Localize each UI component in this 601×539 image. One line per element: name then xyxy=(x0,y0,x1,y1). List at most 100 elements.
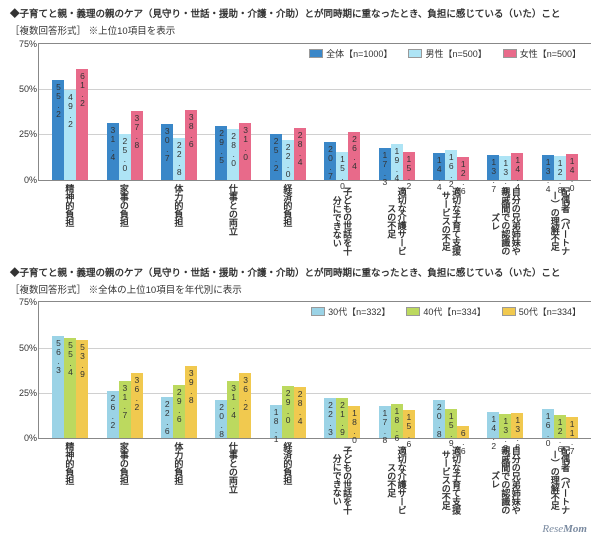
bar-value-label: 26.2 xyxy=(108,393,117,429)
bar: 12.6 xyxy=(554,415,566,438)
bar: 22.8 xyxy=(173,138,185,179)
bar-value-label: 31.4 xyxy=(108,125,117,161)
legend-label: 女性【n=500】 xyxy=(520,47,581,60)
bar: 30.7 xyxy=(161,124,173,180)
bar-value-label: 38.6 xyxy=(187,112,196,148)
legend-swatch xyxy=(502,307,516,316)
bar: 15.2 xyxy=(403,152,415,180)
bar-value-label: 36.2 xyxy=(132,375,141,411)
bar: 26.4 xyxy=(348,132,360,180)
bar: 29.0 xyxy=(282,386,294,439)
category-label: 適切な子育て支援サービスの不足 xyxy=(424,181,479,259)
bar-value-label: 26.4 xyxy=(350,134,359,170)
bar: 15.6 xyxy=(403,410,415,438)
legend-item: 30代【n=332】 xyxy=(311,305,390,318)
legend-label: 40代【n=334】 xyxy=(423,305,485,318)
category-label: 適切な介護サービスの不足 xyxy=(369,181,424,259)
bar-value-label: 18.1 xyxy=(272,407,281,443)
bar: 14.4 xyxy=(433,153,445,179)
bar: 28.0 xyxy=(227,129,239,180)
legend-label: 30代【n=332】 xyxy=(328,305,390,318)
bar: 39.8 xyxy=(185,366,197,438)
bar-value-label: 16.0 xyxy=(544,411,553,447)
legend-label: 男性【n=500】 xyxy=(425,47,486,60)
y-tick-label: 25% xyxy=(13,129,37,139)
bar-value-label: 29.5 xyxy=(217,128,226,164)
bar-value-label: 12.6 xyxy=(459,159,468,195)
bar-value-label: 13.7 xyxy=(489,157,498,193)
bar-value-label: 15.0 xyxy=(338,154,347,190)
legend-label: 全体【n=1000】 xyxy=(326,47,392,60)
bar: 29.6 xyxy=(173,385,185,439)
bar-value-label: 56.3 xyxy=(54,338,63,374)
y-tick-label: 75% xyxy=(13,39,37,49)
bar-value-label: 22.6 xyxy=(163,399,172,435)
bar: 6.6 xyxy=(457,426,469,438)
category-group: 16.012.611.7 xyxy=(533,302,587,438)
bar-value-label: 13.2 xyxy=(501,416,510,452)
bar-value-label: 49.2 xyxy=(66,92,75,128)
bar: 17.3 xyxy=(379,148,391,179)
bar-value-label: 15.2 xyxy=(404,154,413,190)
bar-value-label: 16.2 xyxy=(447,152,456,188)
bar-value-label: 22.0 xyxy=(284,142,293,178)
category-label: 家事の負担 xyxy=(97,181,152,259)
plot-area: 0%25%50%75%全体【n=1000】男性【n=500】女性【n=500】5… xyxy=(38,43,591,181)
bar: 12.6 xyxy=(457,157,469,180)
bar-value-label: 20.7 xyxy=(326,144,335,180)
bar-value-label: 28.4 xyxy=(296,130,305,166)
bar-value-label: 31.7 xyxy=(120,383,129,419)
bar: 13.0 xyxy=(499,156,511,180)
category-group: 22.629.639.8 xyxy=(152,302,206,438)
bar-value-label: 21.9 xyxy=(338,400,347,436)
bar: 28.4 xyxy=(294,387,306,438)
bar: 20.8 xyxy=(433,400,445,438)
bar-value-label: 14.4 xyxy=(513,155,522,191)
bar-value-label: 31.0 xyxy=(241,125,250,161)
bar-value-label: 17.8 xyxy=(380,408,389,444)
bar-value-label: 13.4 xyxy=(544,157,553,193)
bar-value-label: 25.2 xyxy=(272,136,281,172)
category-group: 26.231.736.2 xyxy=(97,302,151,438)
category-label: 仕事との両立 xyxy=(206,439,261,517)
bar-value-label: 13.0 xyxy=(501,158,510,194)
category-group: 17.818.615.6 xyxy=(369,302,423,438)
bar-value-label: 17.3 xyxy=(380,150,389,186)
y-tick-label: 75% xyxy=(13,297,37,307)
category-group: 18.129.028.4 xyxy=(261,302,315,438)
bar-value-label: 19.4 xyxy=(392,146,401,182)
legend-swatch xyxy=(311,307,325,316)
bar: 22.6 xyxy=(161,397,173,438)
bar: 14.4 xyxy=(511,153,523,179)
bar: 28.4 xyxy=(294,128,306,179)
bar-value-label: 12.6 xyxy=(556,417,565,453)
y-tick-label: 25% xyxy=(13,388,37,398)
bar-value-label: 15.6 xyxy=(404,412,413,448)
bar-value-label: 25.0 xyxy=(120,136,129,172)
bar-value-label: 53.9 xyxy=(78,342,87,378)
chart-block: ◆子育てと親・義理の親のケア（見守り・世話・援助・介護・介助）とが同時期に重なっ… xyxy=(10,8,591,259)
bar: 12.8 xyxy=(554,156,566,179)
bar: 29.5 xyxy=(215,126,227,179)
bar: 18.0 xyxy=(348,406,360,439)
bar: 13.8 xyxy=(511,413,523,438)
bar: 11.7 xyxy=(566,417,578,438)
category-label: 精神的負担 xyxy=(42,439,97,517)
category-group: 17.319.415.2 xyxy=(369,44,423,180)
bar: 22.3 xyxy=(324,398,336,438)
bar-value-label: 18.0 xyxy=(350,408,359,444)
bar-value-label: 30.7 xyxy=(163,126,172,162)
legend: 全体【n=1000】 男性【n=500】 女性【n=500】 xyxy=(309,47,581,60)
category-label: 適切な子育て支援サービスの不足 xyxy=(424,439,479,517)
bar-value-label: 55.4 xyxy=(66,340,75,376)
chart-subtitle: ［複数回答形式］ ※上位10項目を表示 xyxy=(10,25,591,38)
chart-subtitle: ［複数回答形式］ ※全体の上位10項目を年代別に表示 xyxy=(10,284,591,297)
bar: 31.7 xyxy=(119,381,131,438)
category-label: 精神的負担 xyxy=(42,181,97,259)
legend-item: 女性【n=500】 xyxy=(503,47,581,60)
bar: 37.8 xyxy=(131,111,143,180)
bar-value-label: 12.8 xyxy=(556,158,565,194)
legend-swatch xyxy=(309,49,323,58)
category-group: 20.815.96.6 xyxy=(424,302,478,438)
category-group: 22.321.918.0 xyxy=(315,302,369,438)
